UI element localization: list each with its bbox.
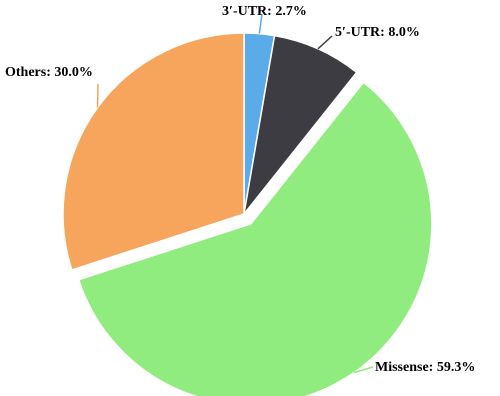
- data-label: Others: 30.0%: [5, 65, 93, 80]
- leader-line: [317, 35, 333, 50]
- leader-line: [353, 366, 374, 374]
- data-label: 5′-UTR: 8.0%: [335, 25, 420, 40]
- leader-line: [258, 13, 263, 34]
- pie-slice: [243, 34, 358, 215]
- pie-slice: [62, 32, 245, 271]
- data-label: 3′-UTR: 2.7%: [222, 4, 307, 19]
- pie-slice: [77, 81, 433, 396]
- data-label: Missense: 59.3%: [375, 360, 475, 375]
